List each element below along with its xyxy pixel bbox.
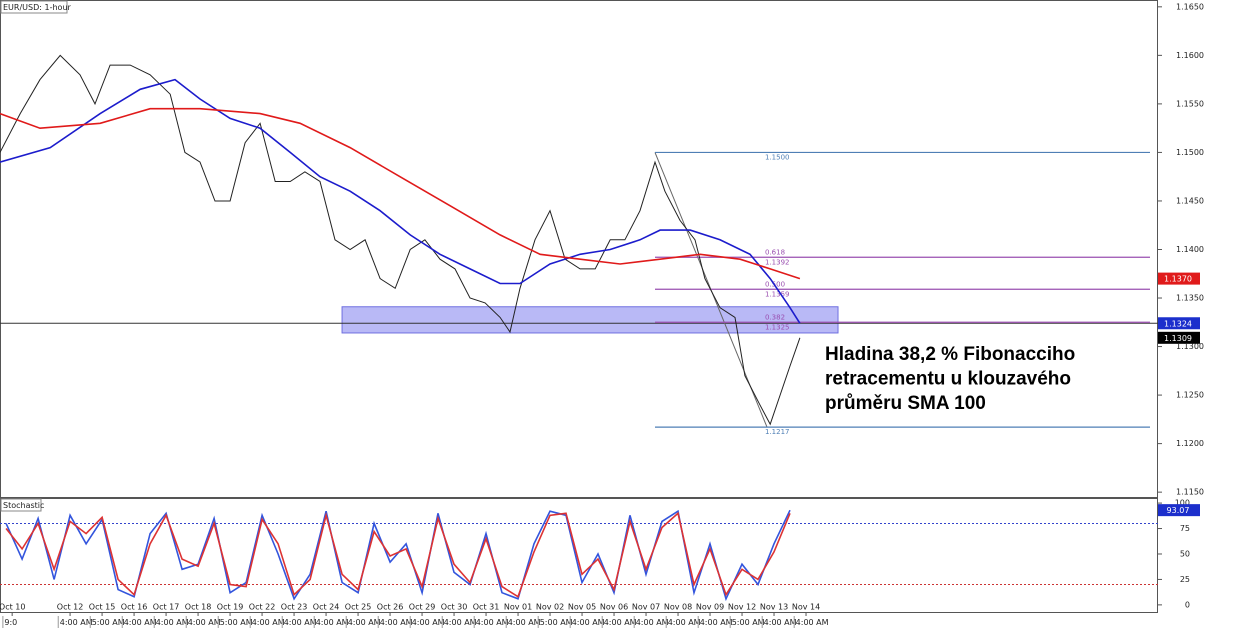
series-line [0, 78, 801, 324]
time-tick-label: 4:00 AM [124, 618, 157, 627]
x-tick-label: Oct 10 [0, 603, 25, 612]
y-tick-label: 1.1550 [1176, 99, 1204, 108]
time-tick-label: 4:00 AM [316, 618, 349, 627]
fib-value: 1.1359 [765, 290, 790, 298]
fib-value: 1.1325 [765, 323, 790, 331]
price-tag-label: 1.1324 [1164, 319, 1192, 328]
y-tick-label: 1.1200 [1176, 439, 1204, 448]
main-panel [0, 0, 1158, 498]
x-tick-label: Oct 19 [217, 603, 244, 612]
stochastic-panel [0, 498, 1158, 613]
x-tick-label: Oct 26 [377, 603, 404, 612]
x-tick-label: Oct 12 [57, 603, 84, 612]
time-tick-label: 4:00 AM [252, 618, 285, 627]
x-tick-label: Oct 25 [345, 603, 372, 612]
x-tick-label: Oct 24 [313, 603, 340, 612]
x-tick-label: Oct 15 [89, 603, 116, 612]
price-tag-label: 1.1370 [1164, 275, 1192, 284]
y-tick-label: 1.1150 [1176, 488, 1204, 497]
time-tick-label: 4:00 AM [572, 618, 605, 627]
y-tick-label: 1.1500 [1176, 148, 1204, 157]
x-tick-label: Oct 29 [409, 603, 436, 612]
time-tick-label: 4:00 AM [636, 618, 669, 627]
fib-ratio: 0.618 [765, 248, 785, 256]
series-line [5, 511, 791, 598]
time-tick-label: 4:00 AM [444, 618, 477, 627]
time-tick-label: 4:00 AM [60, 618, 93, 627]
y-tick-label: 75 [1180, 524, 1190, 533]
y-tick-label: 1.1600 [1176, 51, 1204, 60]
x-tick-label: Nov 05 [568, 603, 596, 612]
time-tick-label: 4:00 AM [188, 618, 221, 627]
y-tick-label: 1.1650 [1176, 2, 1204, 11]
support-zone [341, 306, 839, 334]
y-tick-label: 1.1250 [1176, 391, 1204, 400]
fib-value: 1.1392 [765, 258, 790, 266]
x-tick-label: Oct 23 [281, 603, 308, 612]
time-tick-label: 4:00 AM [764, 618, 797, 627]
time-tick-label: 5:00 AM [220, 618, 253, 627]
time-tick-label: 4:00 AM [156, 618, 189, 627]
x-tick-label: Nov 02 [536, 603, 564, 612]
y-tick-label: 50 [1180, 549, 1190, 558]
y-tick-label: 1.1400 [1176, 245, 1204, 254]
time-tick-label: 4:00 AM [348, 618, 381, 627]
time-tick-label: 9:0 [4, 618, 17, 627]
y-tick-label: 100 [1175, 499, 1190, 508]
y-tick-label: 0 [1185, 600, 1190, 609]
time-tick-label: 5:00 AM [92, 618, 125, 627]
x-tick-label: Oct 22 [249, 603, 276, 612]
x-tick-label: Oct 17 [153, 603, 180, 612]
x-tick-label: Nov 01 [504, 603, 532, 612]
series-line [0, 107, 801, 280]
time-tick-label: 5:00 AM [732, 618, 765, 627]
fib-value: 1.1500 [765, 153, 790, 161]
price-tag [1158, 331, 1200, 344]
x-tick-label: Nov 13 [760, 603, 788, 612]
value-tag-label: 93.07 [1167, 506, 1190, 515]
time-tick-label: 4:00 AM [412, 618, 445, 627]
time-tick-label: 4:00 AM [476, 618, 509, 627]
time-tick-label: 4:00 AM [508, 618, 541, 627]
fib-ratio: 0.382 [765, 313, 785, 321]
y-tick-label: 25 [1180, 575, 1190, 584]
x-tick-label: Oct 30 [441, 603, 468, 612]
time-tick-label: 4:00 AM [284, 618, 317, 627]
title-box [0, 0, 68, 14]
x-tick-label: Oct 31 [473, 603, 500, 612]
x-tick-label: Nov 14 [792, 603, 820, 612]
time-tick-label: 5:00 AM [540, 618, 573, 627]
time-tick-label: 4:00 AM [700, 618, 733, 627]
y-tick-label: 1.1450 [1176, 196, 1204, 205]
y-tick-label: 1.1300 [1176, 342, 1204, 351]
price-tag-label: 1.1309 [1164, 334, 1192, 343]
time-tick-label: 4:00 AM [604, 618, 637, 627]
annotation: Hladina 38,2 % Fibonacciho [825, 344, 1075, 365]
fib-value: 1.1217 [765, 428, 790, 436]
series-line [0, 54, 801, 426]
x-tick-label: Oct 18 [185, 603, 212, 612]
x-tick-label: Nov 12 [728, 603, 756, 612]
x-tick-label: Nov 08 [664, 603, 692, 612]
title-box [0, 498, 42, 512]
annotation: průměru SMA 100 [825, 393, 986, 414]
stochastic-title: Stochastic [3, 501, 44, 510]
time-tick-label: 4:00 AM [380, 618, 413, 627]
x-tick-label: Nov 07 [632, 603, 660, 612]
price-tag [1158, 317, 1200, 330]
x-tick-label: Oct 16 [121, 603, 148, 612]
time-tick-label: 4:00 AM [668, 618, 701, 627]
x-tick-label: Nov 06 [600, 603, 628, 612]
time-tick-label: 4:00 AM [796, 618, 829, 627]
chart-title: EUR/USD: 1-hour [3, 3, 72, 12]
annotation: retracementu u klouzavého [825, 369, 1071, 390]
x-tick-label: Nov 09 [696, 603, 724, 612]
value-tag [1158, 504, 1200, 517]
y-tick-label: 1.1350 [1176, 294, 1204, 303]
price-tag [1158, 272, 1200, 285]
